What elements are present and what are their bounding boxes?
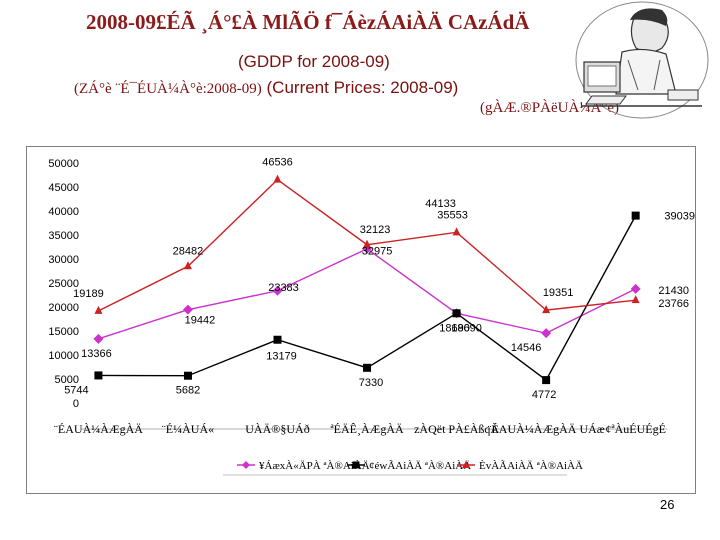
- x-tick-label: UÀÄ®§UÁð: [245, 422, 309, 436]
- data-label: 5744: [64, 384, 88, 396]
- chart-frame: 0 5000 10000 15000 20000 25000 30000 35000 40000…: [26, 146, 696, 494]
- data-label: 13179: [266, 351, 297, 363]
- data-label: 35553: [437, 209, 468, 221]
- y-tick-label: 5000: [55, 374, 79, 386]
- price-basis-kannada: (ZÁ°è ¨É¯ÉUÀ¼À°è:2008-09): [74, 81, 262, 97]
- x-tick-label: ¨É¼ÀUÁ«: [162, 422, 214, 436]
- legend-marker: [242, 461, 250, 469]
- legend-marker: [462, 461, 470, 468]
- data-label: 13366: [81, 348, 112, 360]
- data-label: 5682: [176, 385, 200, 397]
- data-label: 18690: [451, 322, 482, 334]
- price-basis-english: (Current Prices: 2008-09): [266, 78, 459, 97]
- y-tick-label: 35000: [48, 230, 79, 242]
- data-label: 46536: [262, 157, 293, 169]
- data-label: 4772: [532, 389, 556, 401]
- data-point: [273, 335, 282, 344]
- data-label: 39039: [664, 211, 695, 223]
- y-tick-label: 30000: [48, 254, 79, 266]
- data-point: [93, 333, 104, 344]
- data-point: [452, 309, 461, 318]
- data-point: [630, 283, 641, 294]
- y-tick-label: 10000: [48, 350, 79, 362]
- data-point: [541, 328, 552, 339]
- x-tick-label: ¢ªÀuÉUÉgÉ: [605, 422, 666, 436]
- y-tick-label: 15000: [48, 326, 79, 338]
- data-label: 23383: [268, 282, 299, 294]
- x-tick-label: ªÉÄÊ¸ÀÆgÀÄ: [330, 422, 404, 436]
- data-label: 21430: [658, 285, 689, 297]
- legend-label: ÈvÀÃAiÀÄ ªÀ®AiÀÄ: [479, 460, 583, 472]
- data-label: 28482: [173, 245, 204, 257]
- y-tick-label: 25000: [48, 278, 79, 290]
- data-point: [182, 304, 193, 315]
- page-number: 26: [660, 497, 675, 512]
- data-label: 23766: [658, 298, 689, 310]
- data-label: 19351: [543, 287, 574, 299]
- data-label: 18690: [439, 322, 470, 334]
- data-point: [183, 261, 192, 270]
- y-tick-label: 40000: [48, 206, 79, 218]
- y-tick-label: 0: [73, 398, 79, 410]
- x-tick-label: ¨ÉAUÀ¼ÀÆgÀÄ UÁæ: [487, 422, 604, 436]
- data-point: [272, 285, 283, 296]
- legend-label: ¢éwÃAiÀÄ ªÀ®AiÀÄ: [369, 460, 471, 472]
- data-point: [542, 376, 551, 385]
- chart-subtitle: (GDDP for 2008-09): [238, 52, 390, 71]
- data-label: 19189: [73, 288, 104, 300]
- data-point: [631, 211, 640, 220]
- y-tick-label: 45000: [48, 182, 79, 194]
- data-point: [452, 227, 461, 236]
- data-label: 19442: [185, 315, 216, 327]
- data-point: [363, 239, 372, 248]
- legend-label: ¥ÁæxÀ«ÄPÀ ªÀ®AiÀÄ: [259, 460, 370, 472]
- x-tick-label: zÀQët PÀ£ÀßqÀ: [414, 422, 499, 436]
- legend-marker: [352, 461, 360, 469]
- y-tick-label: 50000: [48, 158, 79, 170]
- y-tick-label: 20000: [48, 302, 79, 314]
- data-point: [273, 174, 282, 183]
- data-point: [363, 363, 372, 372]
- unit-label: (gÀÆ.®PÀëUÀ¼À°è): [480, 100, 620, 116]
- person-at-computer-clipart: [575, 1, 709, 119]
- data-point: [631, 295, 640, 304]
- data-label: 32975: [362, 246, 393, 258]
- price-basis-line: (ZÁ°è ¨É¯ÉUÀ¼À°è:2008-09) (Current Price…: [74, 78, 458, 98]
- data-point: [94, 371, 103, 380]
- x-tick-label: ¨ÉAUÀ¼ÀÆgÀÄ: [54, 422, 143, 436]
- data-label: 7330: [359, 377, 383, 389]
- data-label: 32123: [360, 224, 391, 236]
- data-point: [542, 305, 551, 314]
- data-label: 14546: [511, 342, 542, 354]
- data-point: [183, 371, 192, 380]
- data-label-extra: 44133: [425, 198, 456, 210]
- page-title: 2008-09£ÉÃ ¸Á°£À MlÃÖ f¯ÁèzÁAiÀÄ CAzÁdÄ: [86, 10, 530, 34]
- line-chart: 0 5000 10000 15000 20000 25000 30000 35000 40000…: [48, 157, 695, 476]
- data-point: [94, 305, 103, 314]
